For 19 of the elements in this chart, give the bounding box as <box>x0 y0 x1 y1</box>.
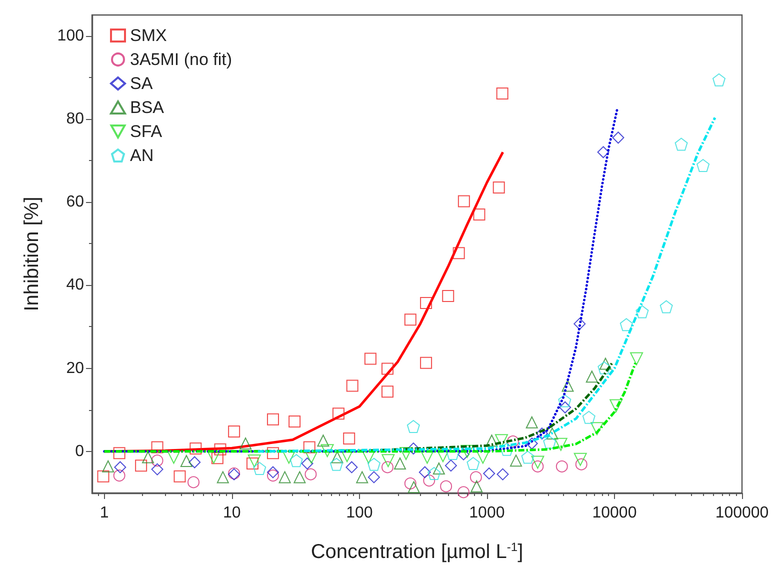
y-tick-label: 100 <box>57 27 84 44</box>
y-axis-title: Inhibition [%] <box>21 196 43 312</box>
y-tick-label: 0 <box>75 442 84 460</box>
x-tick-label: 1000 <box>469 504 505 522</box>
legend-label: BSA <box>130 98 165 117</box>
y-tick-label: 20 <box>66 360 84 377</box>
legend-label: AN <box>130 146 154 165</box>
legend-label: 3A5MI (no fit) <box>130 50 232 69</box>
legend-label: SA <box>130 74 154 93</box>
y-tick-label: 60 <box>66 194 84 211</box>
x-tick-label: 1 <box>100 504 109 522</box>
legend-label: SFA <box>130 122 163 141</box>
x-tick-label: 100000 <box>715 504 769 522</box>
y-tick-label: 40 <box>66 276 84 294</box>
y-tick-label: 80 <box>66 110 84 128</box>
x-tick-label: 10000 <box>592 504 637 522</box>
x-tick-label: 10 <box>222 504 241 522</box>
legend-label: SMX <box>130 26 167 45</box>
x-tick-label: 100 <box>346 504 373 522</box>
